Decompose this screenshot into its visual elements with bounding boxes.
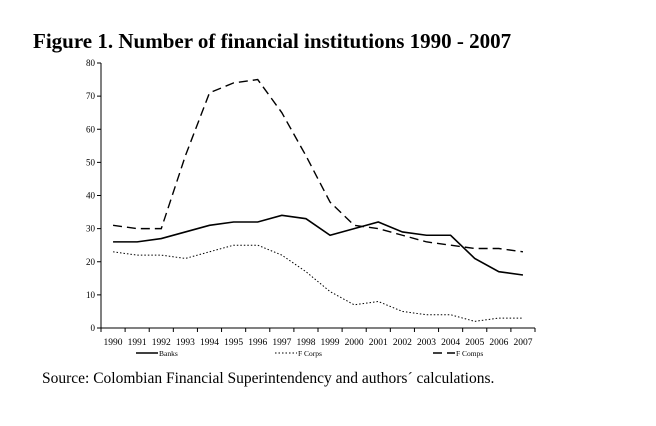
x-tick-label: 1995	[224, 338, 243, 348]
y-tick-label: 30	[86, 224, 96, 234]
legend-label: F Corps	[298, 349, 322, 358]
x-tick-label: 1996	[248, 338, 267, 348]
y-tick-label: 60	[86, 124, 96, 134]
x-tick-label: 2005	[465, 338, 484, 348]
x-tick-label: 2002	[393, 338, 412, 348]
x-tick-label: 1992	[152, 338, 171, 348]
y-tick-label: 80	[86, 58, 96, 68]
x-tick-label: 2004	[441, 338, 460, 348]
x-tick-label: 1993	[176, 338, 195, 348]
y-tick-label: 50	[86, 157, 96, 167]
x-tick-label: 1990	[104, 338, 123, 348]
legend-label: F Comps	[456, 349, 483, 358]
x-tick-label: 1994	[200, 338, 219, 348]
source-note: Source: Colombian Financial Superintende…	[42, 370, 495, 387]
y-tick-label: 70	[86, 91, 96, 101]
x-tick-label: 1998	[296, 338, 315, 348]
y-tick-label: 0	[91, 323, 96, 333]
x-tick-label: 1991	[128, 338, 147, 348]
series-line-f-corps	[112, 244, 523, 322]
x-tick-label: 2001	[369, 338, 388, 348]
legend-label: Banks	[159, 349, 178, 358]
series-line-banks	[113, 214, 524, 276]
chart-title: Figure 1. Number of financial institutio…	[33, 29, 512, 53]
y-tick-label: 40	[86, 191, 96, 201]
x-tick-label: 2003	[417, 338, 436, 348]
y-tick-label: 20	[86, 257, 96, 267]
x-tick-label: 2006	[489, 338, 508, 348]
series-line-f-comps	[112, 78, 524, 253]
x-tick-label: 1999	[321, 338, 340, 348]
y-tick-label: 10	[86, 290, 96, 300]
x-tick-label: 2000	[345, 338, 364, 348]
x-tick-label: 2007	[513, 338, 532, 348]
x-tick-label: 1997	[272, 338, 291, 348]
